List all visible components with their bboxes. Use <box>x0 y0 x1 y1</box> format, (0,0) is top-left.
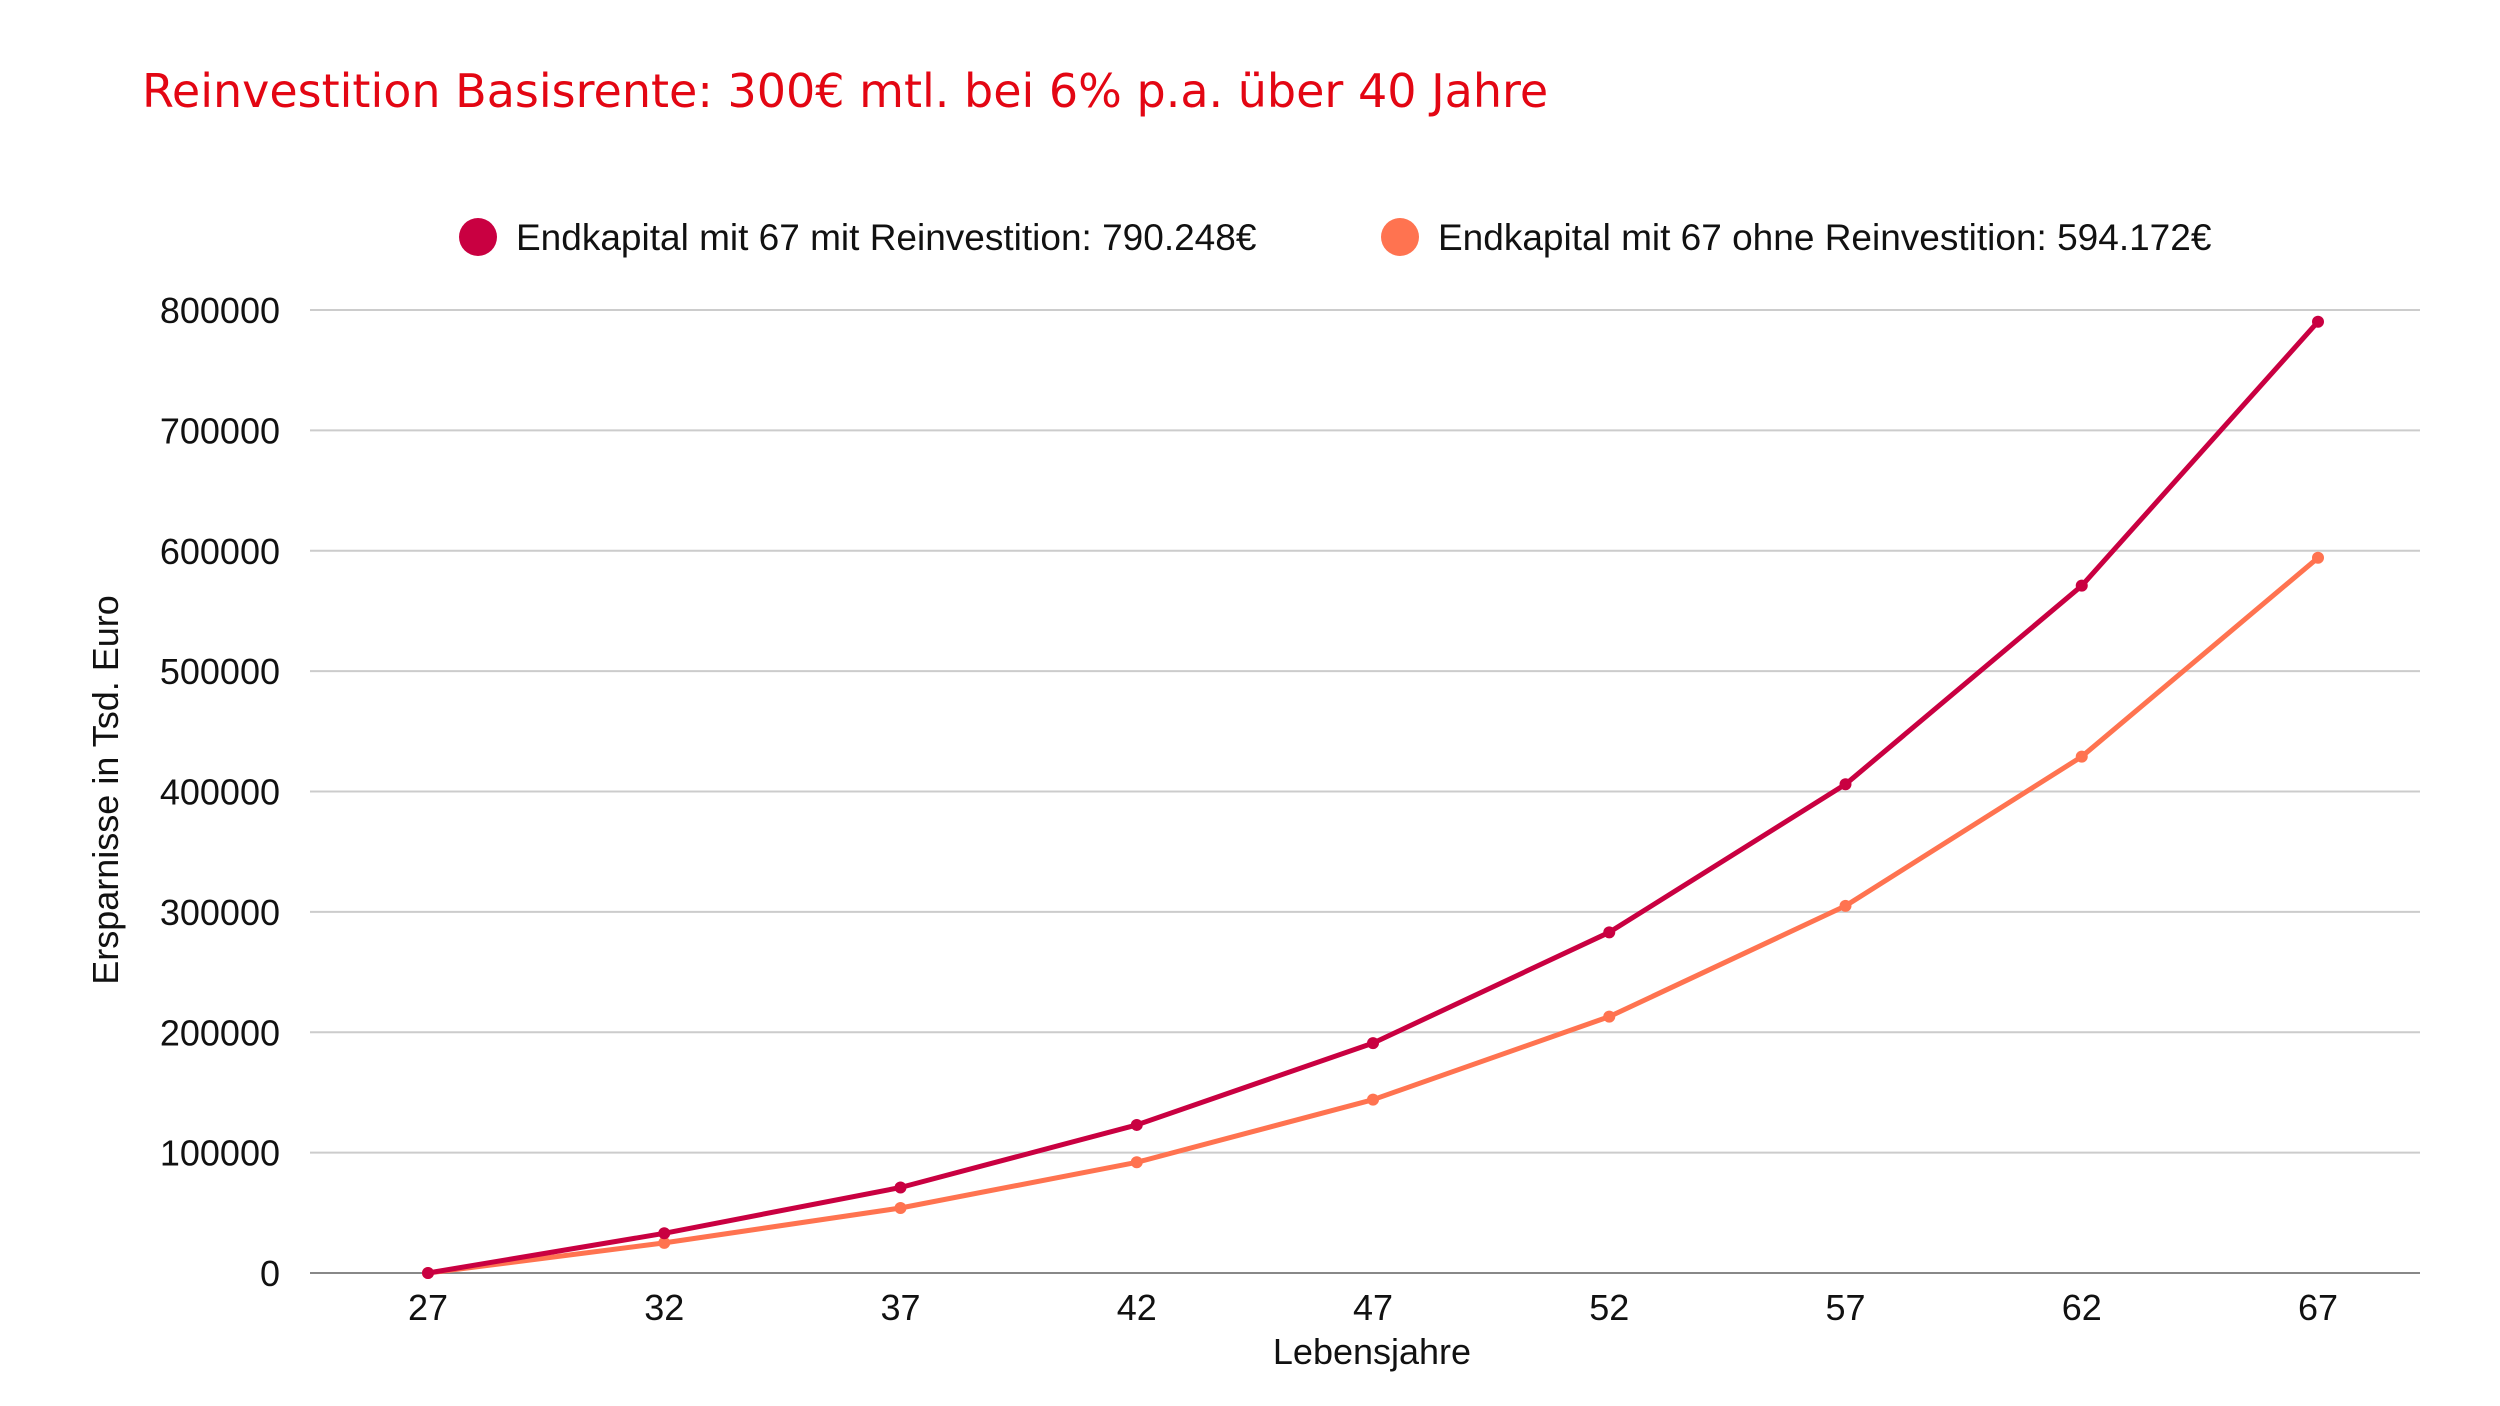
legend-label: Endkapital mit 67 ohne Reinvestition: 59… <box>1438 217 2212 258</box>
data-point <box>658 1236 671 1249</box>
data-point <box>1367 1093 1379 1106</box>
legend-label: Endkapital mit 67 mit Reinvestition: 790… <box>516 217 1257 258</box>
data-point <box>1130 1156 1143 1169</box>
data-point <box>1130 1118 1143 1131</box>
x-tick-label: 62 <box>2062 1287 2102 1328</box>
y-axis-ticks: 0 100000 200000 300000 400000 500000 600000 700… <box>160 290 280 1294</box>
y-tick-label: 0 <box>260 1253 280 1294</box>
legend-marker <box>1381 218 1419 256</box>
y-tick-label: 500000 <box>160 651 280 692</box>
y-tick-label: 100000 <box>160 1133 280 1174</box>
gridlines <box>310 309 2420 1274</box>
data-point <box>658 1227 671 1240</box>
data-point <box>2312 315 2324 328</box>
series-layer <box>422 315 2324 1279</box>
y-tick-label: 200000 <box>160 1012 280 1053</box>
data-point <box>1839 778 1852 791</box>
x-tick-label: 47 <box>1353 1287 1393 1328</box>
x-tick-label: 67 <box>2298 1287 2338 1328</box>
data-point <box>894 1181 907 1194</box>
x-axis: 27 32 37 42 47 52 57 62 67 <box>408 1287 2338 1328</box>
y-tick-label: 700000 <box>160 410 280 451</box>
x-tick-label: 52 <box>1589 1287 1629 1328</box>
series-2 <box>422 551 2324 1279</box>
data-point <box>2075 579 2088 592</box>
series-1 <box>422 315 2324 1279</box>
x-tick-label: 42 <box>1117 1287 1157 1328</box>
data-point <box>894 1201 907 1214</box>
legend-item: Endkapital mit 67 ohne Reinvestition: 59… <box>1381 217 2212 258</box>
y-tick-label: 800000 <box>160 290 280 331</box>
data-point <box>1839 899 1852 912</box>
series-line <box>425 555 2321 1276</box>
data-point <box>1367 1037 1379 1050</box>
legend: Endkapital mit 67 mit Reinvestition: 790… <box>459 217 2212 258</box>
y-tick-label: 300000 <box>160 892 280 933</box>
series-line <box>425 319 2321 1276</box>
y-axis-title: Ersparnisse in Tsd. Euro <box>85 595 126 985</box>
data-point <box>2312 551 2324 564</box>
y-tick-label: 400000 <box>160 772 280 813</box>
chart-title: Reinvestition Basisrente: 300€ mtl. bei … <box>142 64 1549 118</box>
x-tick-label: 27 <box>408 1287 448 1328</box>
x-axis-title: Lebensjahre <box>1273 1331 1471 1372</box>
x-tick-label: 32 <box>644 1287 684 1328</box>
data-point <box>1603 926 1616 939</box>
data-point <box>2075 750 2088 763</box>
legend-item: Endkapital mit 67 mit Reinvestition: 790… <box>459 217 1257 258</box>
y-tick-label: 600000 <box>160 531 280 572</box>
legend-marker <box>459 218 497 256</box>
x-tick-label: 37 <box>880 1287 920 1328</box>
x-tick-label: 57 <box>1825 1287 1865 1328</box>
data-point <box>1603 1010 1616 1023</box>
data-point <box>422 1267 434 1279</box>
